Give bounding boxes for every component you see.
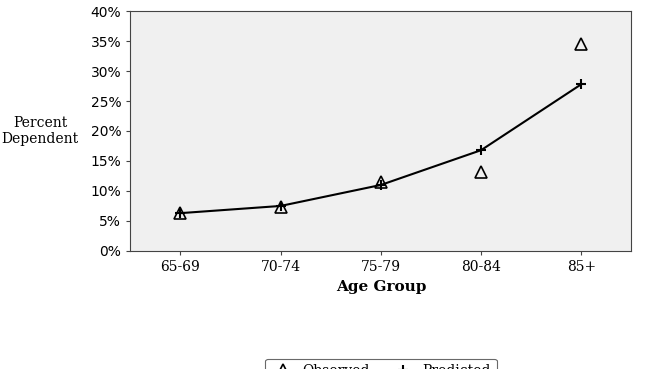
Text: Percent
Dependent: Percent Dependent bbox=[1, 116, 79, 146]
X-axis label: Age Group: Age Group bbox=[336, 279, 426, 293]
Legend: Observed, Predicted: Observed, Predicted bbox=[265, 359, 497, 369]
